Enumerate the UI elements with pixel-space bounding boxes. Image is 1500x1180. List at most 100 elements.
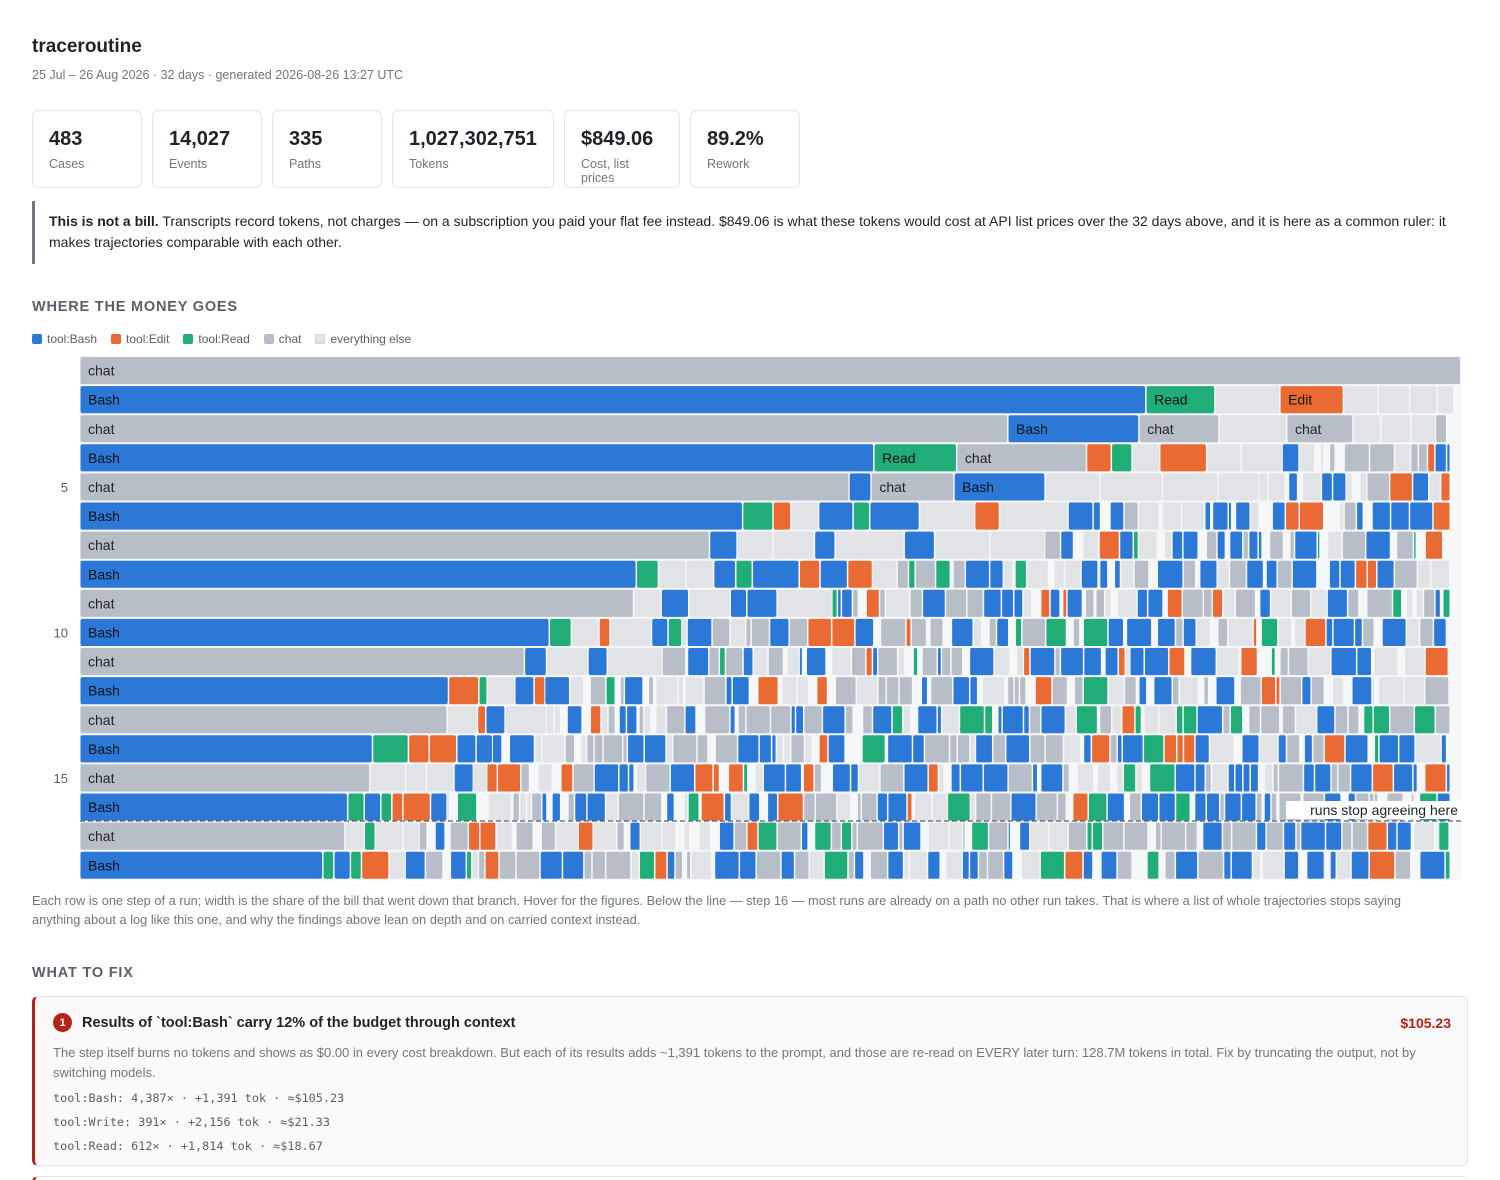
icicle-node[interactable] [832,764,850,792]
icicle-node[interactable] [963,822,965,850]
icicle-node[interactable] [817,677,827,705]
icicle-node[interactable] [565,735,575,763]
icicle-node[interactable] [1344,502,1356,530]
icicle-node[interactable] [1000,502,1068,530]
icicle-node[interactable] [880,764,904,792]
icicle-node[interactable] [1023,589,1031,617]
icicle-node[interactable] [1049,822,1068,850]
icicle-node[interactable] [1331,648,1356,676]
icicle-node[interactable] [966,560,989,588]
icicle-node[interactable] [619,706,626,734]
icicle-node[interactable] [623,735,627,763]
icicle-node[interactable] [1271,589,1291,617]
icicle-node[interactable] [1342,822,1352,850]
icicle-node[interactable] [952,618,973,646]
icicle-node[interactable] [449,677,479,705]
icicle-node[interactable] [592,851,605,879]
icicle-node[interactable] [848,851,854,879]
icicle-node[interactable] [1346,473,1352,501]
icicle-node[interactable] [726,677,732,705]
icicle-node[interactable] [473,764,486,792]
icicle-node[interactable] [573,764,594,792]
icicle-node[interactable] [1258,531,1262,559]
icicle-node[interactable] [971,793,975,821]
icicle-node[interactable] [590,677,606,705]
icicle-node[interactable] [1374,648,1398,676]
icicle-node[interactable] [954,473,1045,501]
icicle-node[interactable] [1088,793,1107,821]
icicle-node[interactable] [970,851,978,879]
icicle-node[interactable] [1372,502,1390,530]
icicle-node[interactable] [675,851,682,879]
icicle-node[interactable] [1277,560,1292,588]
icicle-node[interactable] [1161,822,1185,850]
icicle-node[interactable] [1280,386,1343,414]
icicle-node[interactable] [863,706,872,734]
icicle-node[interactable] [498,764,521,792]
icicle-node[interactable] [652,618,668,646]
icicle-node[interactable] [1224,851,1231,879]
icicle-node[interactable] [1301,822,1325,850]
icicle-node[interactable] [715,851,739,879]
icicle-node[interactable] [1086,589,1094,617]
icicle-node[interactable] [884,822,898,850]
icicle-node[interactable] [487,677,515,705]
icicle-node[interactable] [620,677,624,705]
icicle-node[interactable] [1363,618,1374,646]
icicle-node[interactable] [796,706,804,734]
icicle-node[interactable] [1061,648,1083,676]
icicle-node[interactable] [1223,822,1231,850]
icicle-node[interactable] [1045,531,1060,559]
icicle-node[interactable] [778,793,803,821]
icicle-node[interactable] [1118,589,1137,617]
icicle-node[interactable] [951,764,960,792]
icicle-node[interactable] [699,822,710,850]
icicle-node[interactable] [1144,735,1164,763]
icicle-node[interactable] [478,706,486,734]
icicle-node[interactable] [773,531,814,559]
icicle-node[interactable] [888,851,903,879]
icicle-node[interactable] [1083,531,1099,559]
icicle-node[interactable] [1424,589,1435,617]
icicle-node[interactable] [1213,502,1228,530]
icicle-node[interactable] [403,793,430,821]
icicle-node[interactable] [743,648,753,676]
icicle-node[interactable] [1183,531,1198,559]
icicle-node[interactable] [637,560,658,588]
icicle-node[interactable] [1008,415,1139,443]
icicle-node[interactable] [1247,560,1263,588]
icicle-node[interactable] [1008,764,1032,792]
icicle-node[interactable] [1289,648,1308,676]
icicle-node[interactable] [1217,648,1239,676]
icicle-node[interactable] [803,764,814,792]
icicle-node[interactable] [1260,589,1270,617]
icicle-node[interactable] [725,793,731,821]
icicle-node[interactable] [791,502,818,530]
finding-card[interactable]: 1 Results of `tool:Bash` carry 12% of th… [32,996,1468,1166]
icicle-node[interactable] [713,764,719,792]
icicle-node[interactable] [759,735,771,763]
icicle-node[interactable] [666,735,672,763]
icicle-node[interactable] [587,735,594,763]
icicle-node[interactable] [1167,589,1182,617]
icicle-node[interactable] [1443,589,1450,617]
icicle-node[interactable] [480,822,496,850]
icicle-node[interactable] [1030,735,1045,763]
icicle-node[interactable] [1084,648,1101,676]
icicle-node[interactable] [832,822,841,850]
icicle-node[interactable] [323,851,334,879]
icicle-node[interactable] [858,822,883,850]
icicle-node[interactable] [1081,560,1098,588]
icicle-node[interactable] [419,822,427,850]
icicle-node[interactable] [710,531,737,559]
icicle-node[interactable] [1429,473,1440,501]
icicle-node[interactable] [345,822,364,850]
icicle-node[interactable] [990,531,1045,559]
icicle-node[interactable] [960,706,984,734]
icicle-node[interactable] [1262,851,1284,879]
icicle-node[interactable] [1184,735,1195,763]
icicle-node[interactable] [594,735,603,763]
icicle-node[interactable] [351,851,361,879]
icicle-node[interactable] [1030,706,1041,734]
icicle-node[interactable] [837,793,851,821]
